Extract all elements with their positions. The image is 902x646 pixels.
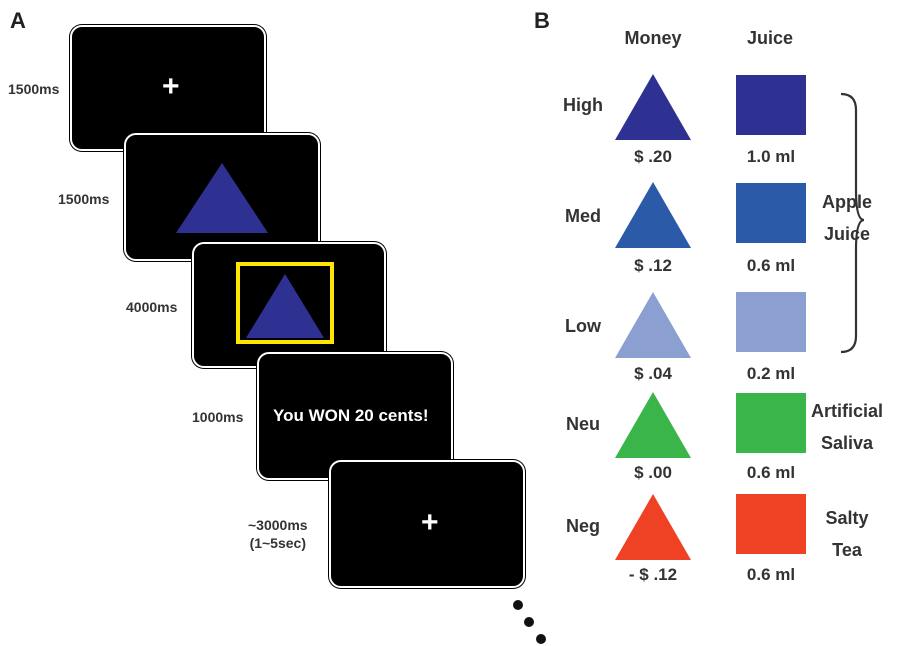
column-header-juice: Juice	[746, 28, 794, 48]
juice-square-neg	[736, 494, 806, 554]
group-label-artificial-saliva: Artificial Saliva	[792, 395, 902, 459]
juice-value-high: 1.0 ml	[746, 147, 796, 166]
juice-value-neu: 0.6 ml	[746, 463, 796, 482]
cue-triangle	[176, 163, 268, 233]
juice-square-high	[736, 75, 806, 135]
juice-value-neg: 0.6 ml	[746, 565, 796, 584]
money-triangle-neg	[615, 494, 691, 560]
timing-feedback: 1000ms	[192, 409, 244, 425]
timing-response: 4000ms	[126, 299, 178, 315]
money-triangle-neu	[615, 392, 691, 458]
money-triangle-high	[615, 74, 691, 140]
feedback-text: You WON 20 cents!	[273, 406, 429, 425]
group-label-artificial: Artificial	[810, 401, 884, 421]
continuation-dot	[536, 634, 546, 644]
panel-b-label: B	[534, 8, 550, 33]
row-label-neg: Neg	[566, 516, 601, 536]
money-triangle-med	[615, 182, 691, 248]
group-label-tea: Tea	[832, 540, 862, 560]
timing-cue: 1500ms	[58, 191, 110, 207]
column-header-money: Money	[624, 28, 682, 48]
group-label-salty: Salty	[825, 508, 869, 528]
cue-triangle	[246, 274, 324, 338]
group-label-saliva: Saliva	[820, 433, 874, 453]
money-value-low: $ .04	[634, 364, 672, 383]
screen-fixation-2: +	[329, 460, 525, 588]
group-label-juice: Juice	[823, 224, 871, 244]
row-label-high: High	[563, 95, 603, 115]
juice-value-low: 0.2 ml	[746, 364, 796, 383]
timing-iti-mean: ~3000ms	[248, 517, 308, 533]
row-label-low: Low	[565, 316, 601, 336]
fixation-cross: +	[162, 70, 180, 103]
money-triangle-low	[615, 292, 691, 358]
money-value-high: $ .20	[634, 147, 672, 166]
row-label-med: Med	[565, 206, 601, 226]
juice-value-med: 0.6 ml	[746, 256, 796, 275]
continuation-dot	[513, 600, 523, 610]
screen-fixation-1: +	[70, 25, 266, 151]
money-value-neg: - $ .12	[628, 565, 678, 584]
highlight-box	[236, 262, 334, 344]
fixation-cross: +	[421, 506, 439, 539]
row-label-neu: Neu	[566, 414, 601, 434]
panel-a-label: A	[10, 8, 26, 33]
money-value-med: $ .12	[634, 256, 672, 275]
juice-square-low	[736, 292, 806, 352]
group-label-apple-juice: Apple Juice	[792, 186, 902, 250]
timing-fixation: 1500ms	[8, 81, 60, 97]
screen-response	[192, 242, 386, 368]
group-label-salty-tea: Salty Tea	[792, 502, 902, 566]
juice-square-neu	[736, 393, 806, 453]
group-label-apple: Apple	[821, 192, 872, 212]
apple-juice-bracket	[840, 92, 865, 354]
timing-iti-range: (1~5sec)	[249, 535, 306, 551]
continuation-dot	[524, 617, 534, 627]
timing-iti: ~3000ms (1~5sec)	[248, 516, 308, 552]
money-value-neu: $ .00	[634, 463, 672, 482]
juice-square-med	[736, 183, 806, 243]
